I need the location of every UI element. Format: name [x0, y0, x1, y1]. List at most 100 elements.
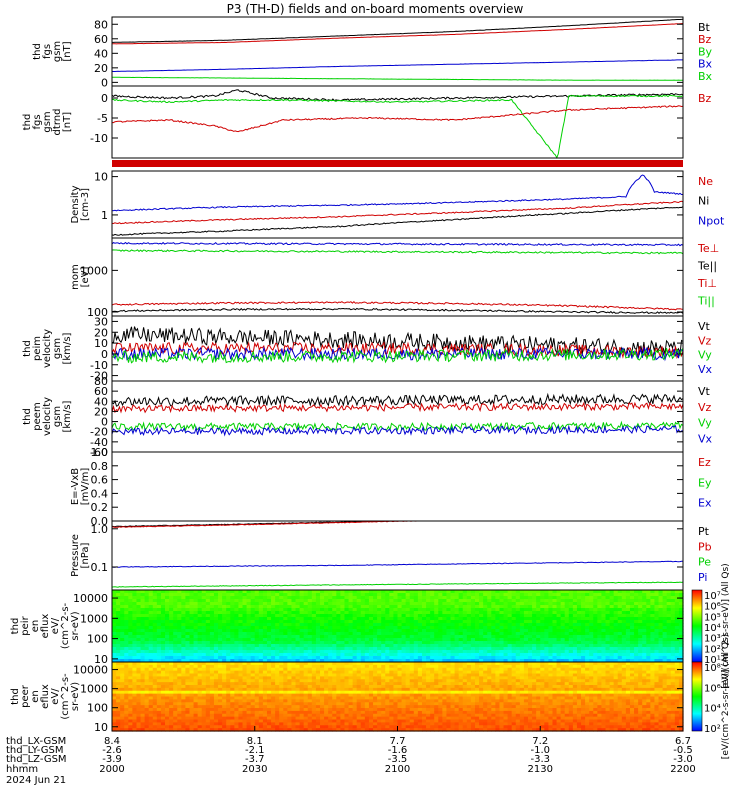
heatmap-cell: [446, 659, 452, 663]
heatmap-cell: [605, 626, 611, 630]
heatmap-cell: [250, 659, 256, 663]
heatmap-cell: [401, 638, 407, 642]
heatmap-cell: [417, 620, 423, 624]
y-label-line: velocity: [42, 329, 53, 368]
heatmap-cell: [532, 635, 537, 639]
heatmap-cell: [262, 623, 268, 627]
heatmap-cell: [629, 629, 635, 633]
heatmap-cell: [242, 638, 248, 642]
heatmap-cell: [466, 620, 472, 624]
heatmap-cell: [499, 590, 505, 594]
heatmap-cell: [458, 614, 464, 618]
heatmap-cell: [173, 635, 178, 639]
heatmap-cell: [519, 635, 525, 639]
heatmap-cell: [540, 650, 545, 654]
heatmap-cell: [222, 659, 227, 663]
heatmap-cell: [266, 614, 272, 618]
heatmap-cell: [124, 632, 129, 636]
heatmap-cell: [381, 599, 386, 603]
heatmap-cell: [356, 590, 362, 594]
heatmap-cell: [283, 644, 288, 648]
heatmap-cell: [589, 653, 594, 657]
heatmap-cell: [303, 659, 309, 663]
heatmap-cell: [466, 629, 472, 633]
heatmap-cell: [576, 599, 582, 603]
heatmap-cell: [589, 620, 594, 624]
heatmap-cell: [442, 596, 448, 600]
heatmap-cell: [417, 632, 423, 636]
heatmap-cell: [136, 620, 142, 624]
heatmap-cell: [201, 626, 207, 630]
heatmap-cell: [617, 623, 623, 627]
heatmap-cell: [613, 650, 619, 654]
heatmap-cell: [364, 590, 370, 594]
heatmap-cell: [393, 650, 399, 654]
heatmap-cell: [340, 638, 346, 642]
series-line-blue: [111, 174, 683, 212]
heatmap-cell: [446, 596, 452, 600]
heatmap-cell: [629, 620, 635, 624]
heatmap-cell: [287, 617, 293, 621]
heatmap-cell: [523, 656, 529, 660]
heatmap-cell: [258, 641, 264, 645]
heatmap-cell: [609, 629, 615, 633]
y-axis-label: Pressure [nPa]: [70, 534, 91, 577]
heatmap-cell: [385, 596, 390, 600]
heatmap-cell: [148, 647, 154, 651]
heatmap-cell: [609, 599, 615, 603]
heatmap-cell: [438, 656, 443, 660]
heatmap-cell: [528, 611, 533, 615]
heatmap-cell: [487, 638, 492, 642]
heatmap-cell: [271, 638, 276, 642]
heatmap-cell: [311, 590, 317, 594]
heatmap-cell: [279, 638, 284, 642]
heatmap-cell: [364, 647, 370, 651]
heatmap-cell: [246, 620, 252, 624]
heatmap-cell: [421, 641, 427, 645]
heatmap-cell: [320, 650, 325, 654]
heatmap-cell: [246, 638, 252, 642]
heatmap-cell: [320, 590, 325, 594]
heatmap-cell: [169, 611, 174, 615]
heatmap-cell: [625, 629, 631, 633]
heatmap-cell: [356, 632, 362, 636]
heatmap-cell: [438, 617, 443, 621]
heatmap-cell: [491, 590, 496, 594]
heatmap-cell: [246, 650, 252, 654]
heatmap-cell: [377, 614, 382, 618]
heatmap-cell: [373, 611, 378, 615]
heatmap-cell: [438, 620, 443, 624]
heatmap-cell: [576, 617, 582, 621]
heatmap-cell: [279, 623, 284, 627]
heatmap-cell: [364, 659, 370, 663]
heatmap-cell: [242, 644, 248, 648]
heatmap-cell: [450, 653, 456, 657]
heatmap-cell: [197, 650, 203, 654]
heatmap-cell: [568, 608, 574, 612]
heatmap-cell: [389, 656, 395, 660]
heatmap-cell: [568, 635, 574, 639]
heatmap-cell: [544, 629, 550, 633]
heatmap-cell: [601, 599, 607, 603]
heatmap-cell: [397, 659, 403, 663]
heatmap-cell: [413, 608, 419, 612]
heatmap-cell: [434, 638, 439, 642]
heatmap-cell: [262, 614, 268, 618]
heatmap-cell: [540, 617, 545, 621]
heatmap-cell: [234, 656, 240, 660]
heatmap-cell: [581, 614, 586, 618]
heatmap-cell: [197, 617, 203, 621]
heatmap-cell: [511, 620, 517, 624]
heatmap-cell: [499, 632, 505, 636]
heatmap-cell: [499, 617, 505, 621]
heatmap-cell: [532, 620, 537, 624]
heatmap-cell: [434, 656, 439, 660]
heatmap-cell: [487, 653, 492, 657]
heatmap-cell: [466, 632, 472, 636]
heatmap-cell: [209, 650, 215, 654]
y-label-line: mom: [70, 264, 81, 290]
heatmap-cell: [377, 644, 382, 648]
heatmap-cell: [568, 590, 574, 594]
heatmap-cell: [519, 632, 525, 636]
